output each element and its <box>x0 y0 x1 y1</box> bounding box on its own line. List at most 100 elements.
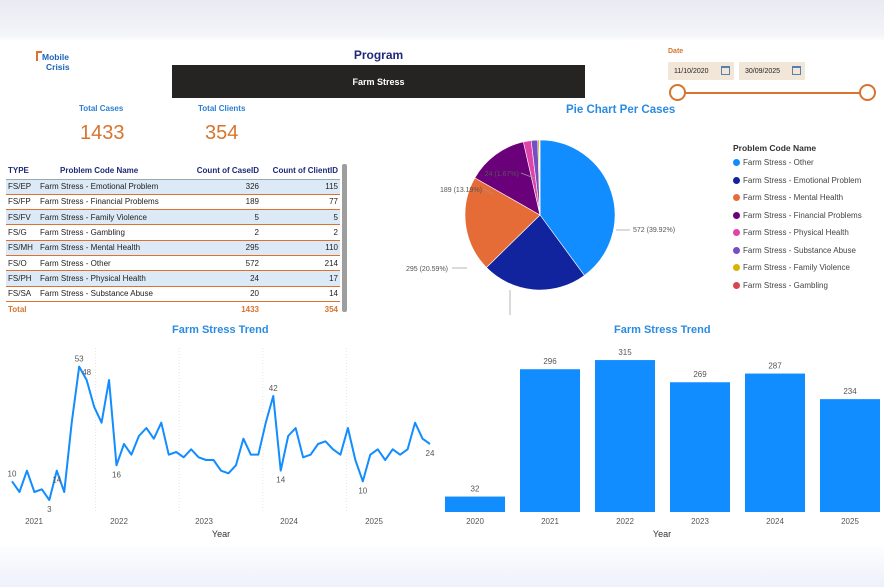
line-data-label: 10 <box>8 469 17 478</box>
total-clients-label: Total Clients <box>198 104 246 113</box>
bar-x-tick: 2023 <box>691 517 709 526</box>
pie-slice-gambling[interactable] <box>539 139 541 216</box>
legend-item-emotional[interactable]: Farm Stress - Emotional Problem <box>733 176 861 185</box>
cell-type: FS/FP <box>6 194 38 211</box>
pie-label-financial: 189 (13.19%) <box>440 187 482 194</box>
cell-clients: 2 <box>261 224 340 241</box>
cell-type: FS/FV <box>6 209 38 226</box>
line-data-label: 3 <box>47 505 52 514</box>
end-date-input[interactable]: 30/09/2025 <box>739 62 805 80</box>
legend-item-substance[interactable]: Farm Stress - Substance Abuse <box>733 246 856 255</box>
total-clients-cell: 354 <box>261 300 340 314</box>
bar-x-tick: 2024 <box>766 517 784 526</box>
cell-type: FS/G <box>6 224 38 241</box>
legend-item-other[interactable]: Farm Stress - Other <box>733 158 814 167</box>
cell-problem: Farm Stress - Emotional Problem <box>38 179 183 195</box>
cell-type: FS/EP <box>6 179 38 195</box>
bar-2025[interactable] <box>820 399 880 512</box>
bar-data-label: 32 <box>471 485 480 494</box>
start-date-input[interactable]: 11/10/2020 <box>668 62 734 80</box>
line-data-label: 16 <box>112 470 121 479</box>
date-range-slider-track[interactable] <box>680 92 868 94</box>
bar-data-label: 287 <box>768 362 782 371</box>
logo-line1: Mobile <box>42 52 69 62</box>
table-row[interactable]: FS/O Farm Stress - Other 572 214 <box>6 255 340 272</box>
calendar-icon[interactable] <box>721 66 730 75</box>
line-data-label: 14 <box>276 476 285 485</box>
cell-clients: 17 <box>261 270 340 287</box>
bar-2023[interactable] <box>670 382 730 512</box>
calendar-icon[interactable] <box>792 66 801 75</box>
cell-problem: Farm Stress - Financial Problems <box>38 194 183 211</box>
date-slider-start-handle[interactable] <box>669 84 686 101</box>
cell-cases: 2 <box>183 224 261 241</box>
pie-chart[interactable]: 572 (39.92%)326 (22.75%)295 (20.59%)189 … <box>400 120 730 315</box>
bar-2021[interactable] <box>520 369 580 512</box>
pie-slice-mental[interactable] <box>464 177 541 268</box>
line-data-label: 24 <box>426 449 435 458</box>
line-data-label: 14 <box>52 476 61 485</box>
line-x-axis-label: Year <box>212 529 230 539</box>
pie-slice-other[interactable] <box>539 139 616 276</box>
cell-cases: 295 <box>183 240 261 256</box>
date-slider-end-handle[interactable] <box>859 84 876 101</box>
line-series[interactable] <box>11 365 431 501</box>
legend-item-physical[interactable]: Farm Stress - Physical Health <box>733 228 849 237</box>
legend-item-gambling[interactable]: Farm Stress - Gambling <box>733 281 828 290</box>
cell-cases: 5 <box>183 209 261 226</box>
legend-dot-icon <box>733 246 740 254</box>
legend-dot-icon <box>733 264 740 271</box>
cell-problem: Farm Stress - Other <box>38 255 183 272</box>
bar-2022[interactable] <box>595 360 655 512</box>
table-total-row: Total 1433 354 <box>6 300 340 314</box>
cell-cases: 326 <box>183 179 261 195</box>
total-label: Total <box>6 300 38 314</box>
program-title: Program <box>353 48 404 62</box>
legend-label: Farm Stress - Physical Health <box>743 228 849 237</box>
col-header-type[interactable]: TYPE <box>6 162 38 180</box>
bar-x-tick: 2025 <box>841 517 859 526</box>
cell-problem: Farm Stress - Gambling <box>38 224 183 241</box>
table-row[interactable]: FS/PH Farm Stress - Physical Health 24 17 <box>6 270 340 287</box>
table-row[interactable]: FS/FV Farm Stress - Family Violence 5 5 <box>6 209 340 226</box>
cell-clients: 77 <box>261 194 340 211</box>
col-header-problem-code[interactable]: Problem Code Name <box>38 162 183 180</box>
line-chart-title: Farm Stress Trend <box>172 324 269 336</box>
program-slicer-button[interactable]: Farm Stress <box>172 65 585 98</box>
cell-type: FS/MH <box>6 240 38 256</box>
pie-slice-financial[interactable] <box>474 141 541 216</box>
col-header-count-caseid[interactable]: Count of CaseID <box>183 162 261 180</box>
cell-type: FS/PH <box>6 270 38 287</box>
problem-code-table[interactable]: TYPE Problem Code Name Count of CaseID C… <box>6 162 340 314</box>
cell-clients: 110 <box>261 240 340 256</box>
cell-type: FS/O <box>6 255 38 272</box>
legend-dot-icon <box>733 211 740 219</box>
total-cases-cell: 1433 <box>183 300 261 314</box>
cell-clients: 214 <box>261 255 340 272</box>
table-row[interactable]: FS/MH Farm Stress - Mental Health 295 110 <box>6 240 340 256</box>
cell-clients: 5 <box>261 209 340 226</box>
line-chart[interactable]: 10 3 14 53 48 16 42 14 10 24 2021 2022 2023 2024 2025 Y… <box>0 338 440 543</box>
cell-problem: Farm Stress - Substance Abuse <box>38 286 183 302</box>
table-row[interactable]: FS/EP Farm Stress - Emotional Problem 326 1… <box>6 179 340 195</box>
legend-item-mental[interactable]: Farm Stress - Mental Health <box>733 193 843 202</box>
legend-item-family[interactable]: Farm Stress - Family Violence <box>733 263 850 272</box>
legend-dot-icon <box>733 194 740 201</box>
logo-mark-icon <box>36 51 42 61</box>
legend-item-financial[interactable]: Farm Stress - Financial Problems <box>733 211 862 220</box>
line-x-tick: 2024 <box>280 517 298 526</box>
table-row[interactable]: FS/SA Farm Stress - Substance Abuse 20 14 <box>6 286 340 302</box>
bar-2024[interactable] <box>745 373 805 512</box>
table-row[interactable]: FS/G Farm Stress - Gambling 2 2 <box>6 224 340 241</box>
legend-dot-icon <box>733 159 740 166</box>
bar-x-axis-label: Year <box>653 529 671 539</box>
bar-2020[interactable] <box>445 496 505 512</box>
total-clients-value: 354 <box>205 122 239 144</box>
legend-label: Farm Stress - Family Violence <box>743 263 850 272</box>
pie-slice-emotional[interactable] <box>485 214 585 291</box>
table-scrollbar[interactable] <box>342 164 347 312</box>
col-header-count-clientid[interactable]: Count of ClientID <box>261 162 340 180</box>
bar-chart[interactable]: 32 2020 296 2021 315 2022 269 2023 287 2024 234 202… <box>440 338 884 543</box>
legend-dot-icon <box>733 229 740 236</box>
table-row[interactable]: FS/FP Farm Stress - Financial Problems 189… <box>6 194 340 211</box>
